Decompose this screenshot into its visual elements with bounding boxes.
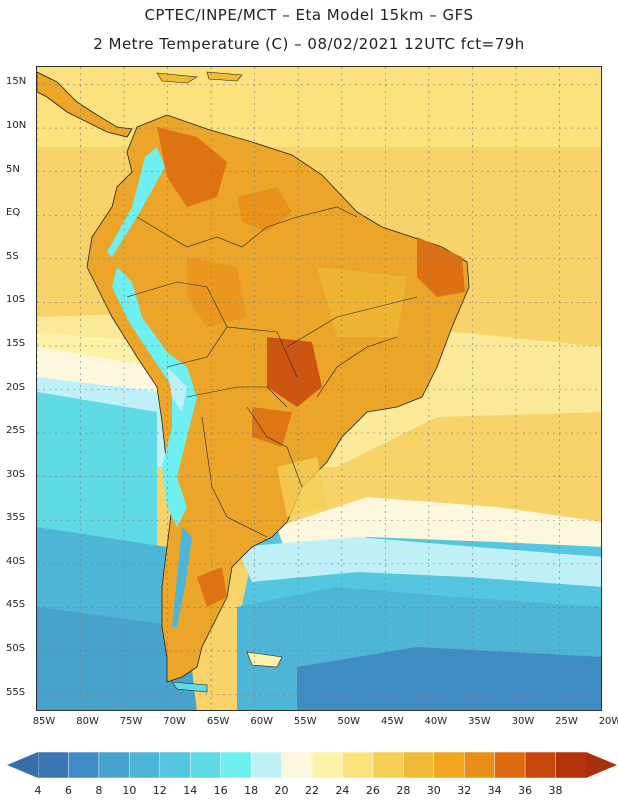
colorbar-label: 10: [122, 784, 137, 797]
longitude-label: 30W: [511, 716, 535, 727]
colorbar-label: 6: [64, 784, 72, 797]
latitude-label: 50S: [6, 642, 26, 654]
colorbar-high-arrow: [586, 752, 617, 778]
longitude-label: 60W: [250, 716, 273, 727]
south-atlantic-band-4: [297, 647, 601, 710]
hot-zone-venezuela: [157, 127, 227, 207]
colorbar-label: 36: [518, 784, 533, 797]
falkland-islands: [246, 651, 283, 668]
colorbar-label: 8: [95, 784, 103, 797]
colorbar-cells: [37, 751, 587, 779]
colorbar-cell: [159, 751, 191, 779]
latitude-label: 30S: [6, 468, 26, 480]
latitude-label: 10S: [6, 294, 26, 306]
colorbar-label: 24: [335, 784, 350, 797]
colorbar-cell: [433, 751, 465, 779]
colorbar-label: 22: [305, 784, 319, 797]
pacific-cold-band-4: [37, 607, 197, 710]
latitude-label: 5N: [6, 163, 20, 175]
colorbar-low-arrow: [7, 752, 38, 778]
colorbar-cell: [220, 751, 252, 779]
country-borders: [126, 206, 418, 538]
latitude-label: 40S: [6, 555, 26, 567]
andes-ridge-south: [172, 527, 192, 627]
colorbar-cell: [372, 751, 405, 779]
colorbar-cell: [189, 751, 222, 779]
hot-zone-patagonia: [197, 567, 227, 607]
temperature-map-canvas: [37, 67, 601, 710]
warm-zone-central-brazil: [317, 267, 407, 337]
caribbean-band: [37, 67, 601, 147]
colorbar-label: 20: [274, 784, 289, 797]
colorbar-label: 38: [548, 784, 563, 797]
longitude-label: 85W: [32, 716, 56, 727]
latitude-label: 55S: [6, 686, 26, 698]
colorbar-label: 34: [487, 784, 502, 797]
colorbar-cell: [342, 751, 374, 779]
map-title-line-2: 2 Metre Temperature (C) – 08/02/2021 12U…: [93, 35, 525, 53]
colorbar-label: 32: [457, 784, 472, 797]
latitude-label: 35S: [6, 512, 26, 524]
colorbar-cell: [129, 751, 161, 779]
longitude-label: 35W: [468, 716, 491, 727]
colorbar-label: 12: [152, 784, 167, 797]
colorbar-label: 26: [365, 784, 380, 797]
tierra-del-fuego: [171, 681, 208, 693]
colorbar-cell: [98, 751, 131, 779]
longitude-label: 20W: [598, 716, 618, 727]
colorbar-cell: [403, 751, 435, 779]
colorbar-label: 18: [244, 784, 259, 797]
longitude-label: 50W: [337, 716, 361, 727]
andes-ridge-central: [112, 267, 197, 527]
central-america: [37, 71, 133, 138]
latitude-label: 10N: [6, 120, 27, 131]
colorbar-cell: [494, 751, 526, 779]
colorbar-label: 28: [396, 784, 411, 797]
caribbean-island: [156, 72, 198, 84]
map-gridlines: [37, 67, 601, 710]
colorbar-cell: [37, 751, 70, 779]
colorbar-cell: [555, 751, 587, 779]
longitude-label: 80W: [76, 716, 99, 727]
latitude-label: 5S: [6, 250, 19, 262]
colorbar-cell: [281, 751, 313, 779]
latitude-label: 45S: [6, 599, 26, 611]
andes-ridge-north: [107, 147, 165, 257]
colorbar-cell: [68, 751, 100, 779]
longitude-label: 45W: [380, 716, 404, 727]
hot-zone-paraguay: [252, 407, 292, 447]
longitude-label: 65W: [206, 716, 230, 727]
longitude-label: 25W: [555, 716, 578, 727]
hot-zone-guiana: [237, 187, 292, 232]
colorbar-cell: [250, 751, 283, 779]
longitude-label: 40W: [424, 716, 448, 727]
latitude-label: 20S: [6, 381, 26, 393]
caribbean-island-2: [206, 71, 243, 82]
longitude-label: 75W: [119, 716, 143, 727]
longitude-label: 70W: [163, 716, 186, 727]
map-title-line-1: CPTEC/INPE/MCT – Eta Model 15km – GFS: [144, 6, 474, 24]
colorbar-label: 16: [213, 784, 228, 797]
south-atlantic-band-2: [237, 537, 601, 587]
longitude-label: 55W: [293, 716, 317, 727]
colorbar-label: 30: [426, 784, 441, 797]
temperature-map: [36, 66, 602, 711]
latitude-label: 25S: [6, 425, 26, 437]
colorbar-cell: [463, 751, 496, 779]
colorbar-cell: [311, 751, 344, 779]
south-atlantic-front: [277, 497, 601, 557]
latitude-label: 15S: [6, 337, 26, 349]
latitude-label: 15N: [6, 76, 27, 88]
temperature-colorbar: [7, 751, 617, 779]
latitude-label: EQ: [6, 207, 21, 219]
colorbar-cell: [524, 751, 557, 779]
colorbar-label: 14: [183, 784, 198, 797]
colorbar-label: 4: [34, 784, 42, 797]
hot-zone-northeast-brazil: [417, 237, 465, 297]
warm-zone-amazon: [187, 257, 247, 327]
